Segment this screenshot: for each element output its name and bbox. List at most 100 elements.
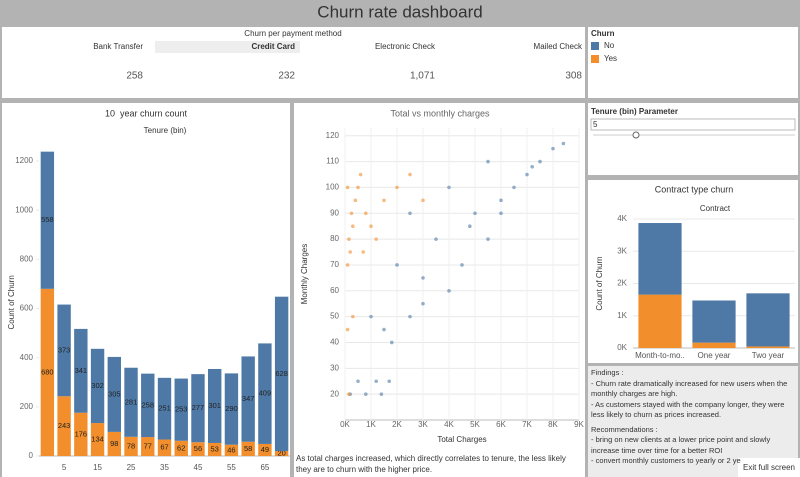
data-label: 176	[75, 429, 88, 438]
slider-knob[interactable]	[632, 131, 640, 139]
bar-segment	[241, 441, 255, 456]
y-tick-label: 40	[330, 338, 339, 347]
scatter-point	[348, 250, 353, 254]
scatter-point	[512, 185, 516, 190]
x-axis-label: Total Charges	[437, 435, 486, 444]
payment-title: Churn per payment method	[244, 29, 341, 38]
y-tick-label: 110	[326, 157, 339, 166]
bar-segment	[224, 373, 239, 445]
bar-segment	[90, 348, 105, 424]
chart-title: Total vs monthly charges	[390, 108, 490, 118]
scatter-point	[473, 211, 477, 216]
data-label: 78	[127, 441, 135, 450]
data-label: 58	[244, 444, 252, 453]
bar-segment	[224, 444, 239, 456]
scatter-point	[499, 198, 503, 203]
y-tick-label: 90	[330, 208, 339, 217]
data-label: 258	[142, 400, 155, 409]
bar-segment	[40, 288, 55, 456]
legend-label: Yes	[604, 54, 617, 63]
scatter-point	[499, 211, 503, 216]
scatter-panel	[294, 103, 585, 477]
data-label: 62	[177, 443, 185, 452]
x-tick-label: 55	[227, 463, 236, 472]
scatter-point	[408, 172, 412, 177]
scatter-point	[374, 379, 379, 384]
scatter-point	[353, 198, 358, 203]
bar-segment	[208, 442, 222, 456]
data-label: 680	[41, 367, 54, 376]
scatter-point	[345, 327, 350, 332]
bar-segment	[141, 437, 155, 456]
bar-segment	[638, 223, 682, 295]
data-label: 77	[144, 442, 152, 451]
bar-segment	[157, 377, 172, 440]
data-label: 253	[175, 405, 188, 414]
dashboard-title: Churn rate dashboard	[317, 2, 482, 21]
x-tick-label: 25	[127, 463, 136, 472]
payment-name: Electronic Check	[375, 42, 436, 51]
payment-name: Credit Card	[251, 42, 295, 51]
findings-line: - convert monthly customers to yearly or…	[591, 456, 741, 465]
data-label: 98	[110, 439, 118, 448]
y-tick-label: 30	[330, 363, 339, 372]
bar-segment	[57, 304, 71, 397]
y-tick-label: 600	[20, 304, 34, 313]
scatter-point	[447, 185, 451, 190]
bar-segment	[107, 431, 121, 456]
scatter-point	[408, 211, 412, 216]
x-tick-label: 4K	[444, 420, 454, 429]
findings-line: - bring on new clients at a lower price …	[591, 435, 771, 455]
scatter-point	[395, 263, 399, 267]
data-label: 56	[194, 444, 202, 453]
chart-subtitle: Tenure (bin)	[144, 126, 187, 135]
scatter-point	[551, 146, 555, 151]
y-axis-label: Count of Churn	[595, 256, 604, 310]
parameter-title: Tenure (bin) Parameter	[591, 107, 678, 116]
bar-segment	[746, 346, 790, 348]
scatter-point	[369, 314, 373, 319]
findings-line: - Churn rate dramatically increased for …	[591, 378, 788, 399]
y-tick-label: 60	[330, 286, 339, 295]
payment-value: 308	[565, 71, 582, 82]
chart-title: Contract type churn	[655, 184, 734, 194]
scatter-point	[351, 314, 355, 319]
bar-segment	[258, 343, 272, 444]
chart-subtitle: Contract	[700, 204, 731, 213]
legend-label: No	[604, 41, 615, 50]
x-tick-label: 2K	[392, 420, 402, 429]
bar-segment	[90, 423, 105, 456]
parameter-input[interactable]	[590, 118, 796, 131]
scatter-point	[345, 185, 350, 190]
data-label: 67	[160, 443, 168, 452]
bar-segment	[638, 294, 682, 348]
data-label: 628	[275, 369, 288, 378]
scatter-point	[351, 224, 355, 228]
y-tick-label: 0	[29, 451, 34, 460]
scatter-point	[447, 288, 451, 293]
scatter-point	[561, 141, 566, 146]
bar-segment	[191, 374, 205, 443]
exit-button[interactable]	[738, 458, 800, 477]
y-tick-label: 0K	[617, 343, 627, 352]
y-axis-label: Monthly Charges	[300, 244, 309, 304]
scatter-point	[369, 224, 373, 228]
bar-segment	[57, 396, 71, 456]
scatter-point	[434, 237, 438, 241]
payment-panel	[2, 27, 585, 98]
legend-panel	[588, 27, 798, 98]
data-label: 251	[158, 404, 171, 413]
scatter-point	[379, 392, 384, 396]
chart-title: 10 year churn count	[105, 108, 188, 118]
legend-swatch	[591, 55, 599, 63]
findings-line: - As customers stayed with the company l…	[591, 399, 785, 420]
scatter-point	[408, 314, 412, 319]
bar-segment	[258, 443, 272, 456]
y-tick-label: 2K	[617, 279, 627, 288]
bar-segment	[174, 440, 188, 456]
y-tick-label: 800	[20, 254, 34, 263]
y-tick-label: 4K	[617, 214, 627, 223]
y-tick-label: 20	[330, 389, 339, 398]
x-tick-label: 5K	[470, 420, 480, 429]
